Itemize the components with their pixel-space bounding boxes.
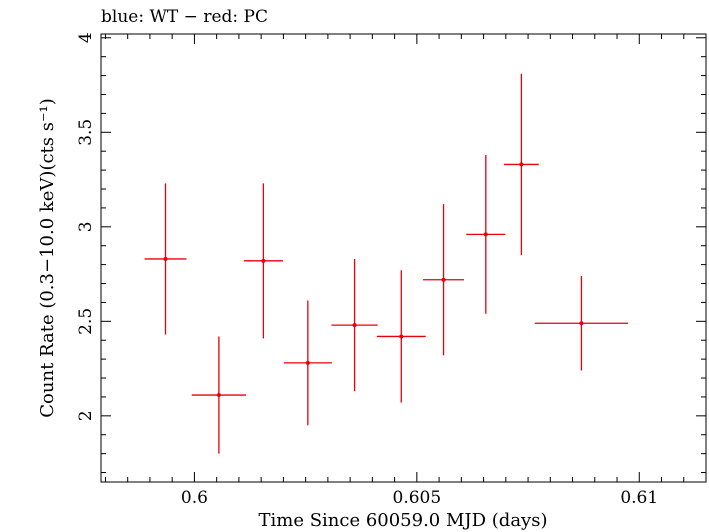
point-marker [579, 321, 584, 326]
data-point [504, 73, 539, 256]
point-marker [441, 277, 446, 282]
point-marker [483, 232, 488, 237]
y-tick-label: 3 [76, 221, 96, 232]
data-points [144, 73, 629, 454]
y-tick-label: 2 [76, 410, 96, 421]
data-point [466, 154, 506, 314]
y-tick-label: 2.5 [76, 308, 96, 335]
point-marker [216, 393, 221, 398]
point-marker [399, 334, 404, 339]
tick-labels: 0.6 0.605 0.61 2 2.5 3 3.5 4 [76, 32, 658, 508]
point-marker [261, 258, 266, 263]
data-point [283, 300, 332, 426]
x-tick-label: 0.6 [181, 488, 208, 508]
point-marker [305, 360, 310, 365]
chart-title: blue: WT − red: PC [101, 7, 268, 27]
data-point [534, 275, 629, 371]
point-marker [352, 323, 357, 328]
data-point [144, 183, 187, 335]
plot-frame [100, 33, 707, 483]
axis-ticks [101, 34, 707, 482]
x-axis-label: Time Since 60059.0 MJD (days) [258, 510, 547, 531]
y-axis-label: Count Rate (0.3−10.0 keV)(cts s⁻¹) [37, 98, 58, 417]
x-tick-label: 0.61 [620, 488, 658, 508]
x-tick-label: 0.605 [393, 488, 442, 508]
data-point [243, 183, 283, 339]
data-point [331, 258, 378, 392]
point-marker [519, 162, 524, 167]
point-marker [163, 256, 168, 261]
data-point [423, 204, 464, 356]
data-point [376, 270, 426, 403]
y-tick-label: 4 [76, 32, 96, 43]
data-point [191, 336, 247, 454]
y-tick-label: 3.5 [76, 119, 96, 146]
